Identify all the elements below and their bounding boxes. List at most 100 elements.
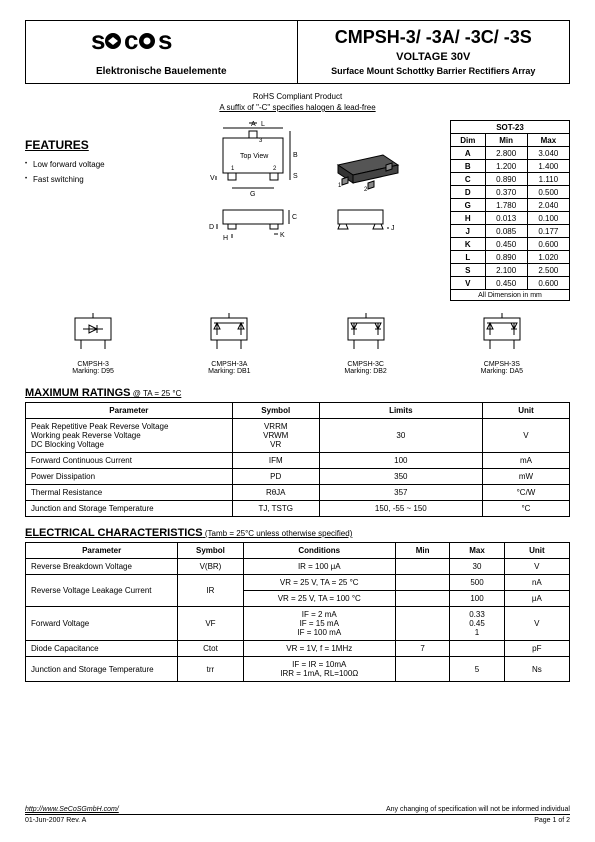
page-footer: http://www.SeCoSGmbH.com/ Any changing o…: [25, 806, 570, 824]
table-cell: nA: [504, 575, 569, 591]
dim-cell: 0.890: [485, 251, 527, 264]
dim-cell: 0.013: [485, 212, 527, 225]
table-cell: VF: [178, 607, 243, 641]
max-ratings-title: MAXIMUM RATINGS @ TA = 25 °C: [25, 387, 570, 399]
dim-cell: H: [451, 212, 486, 225]
svg-text:Top View: Top View: [240, 153, 269, 160]
table-header: Unit: [504, 543, 569, 559]
table-cell: IF = 2 mAIF = 15 mAIF = 100 mA: [243, 607, 395, 641]
table-cell: V: [504, 607, 569, 641]
dim-cell: 0.100: [527, 212, 569, 225]
dim-cell: 2.500: [527, 264, 569, 277]
table-header: Min: [395, 543, 449, 559]
header-logo-box: s c s Elektronische Bauelemente: [25, 20, 298, 84]
table-cell: [395, 607, 449, 641]
table-cell: mA: [482, 453, 569, 469]
elec-char-title-text: ELECTRICAL CHARACTERISTICS: [25, 527, 203, 539]
variant-marking: Marking: DA5: [472, 368, 532, 375]
table-cell: trr: [178, 657, 243, 682]
table-header: Symbol: [232, 403, 319, 419]
dim-cell: 1.020: [527, 251, 569, 264]
variants-row: CMPSH-3 Marking: D95 CMPSH-3A Marking: D…: [25, 313, 570, 375]
table-cell: 500: [450, 575, 504, 591]
svg-text:2: 2: [273, 166, 277, 172]
table-cell: 357: [319, 485, 482, 501]
dim-cell: 1.400: [527, 160, 569, 173]
svg-text:1: 1: [231, 166, 235, 172]
voltage-label: VOLTAGE 30V: [308, 51, 560, 63]
svg-text:G: G: [250, 191, 255, 198]
variant-marking: Marking: DB1: [199, 368, 259, 375]
table-header: Max: [450, 543, 504, 559]
dim-cell: 0.500: [527, 186, 569, 199]
table-cell: 350: [319, 469, 482, 485]
table-header: Conditions: [243, 543, 395, 559]
table-cell: IR: [178, 575, 243, 607]
table-cell: Ns: [504, 657, 569, 682]
table-header: Unit: [482, 403, 569, 419]
table-cell: 150, -55 ~ 150: [319, 501, 482, 517]
table-cell: °C/W: [482, 485, 569, 501]
dim-header: Max: [527, 134, 569, 147]
header: s c s Elektronische Bauelemente CMPSH-3/…: [25, 20, 570, 84]
dim-header: Min: [485, 134, 527, 147]
dim-cell: 0.450: [485, 238, 527, 251]
table-cell: 5: [450, 657, 504, 682]
variant-name: CMPSH-3S: [472, 361, 532, 368]
table-header: Parameter: [26, 543, 178, 559]
table-cell: IR = 100 μA: [243, 559, 395, 575]
elec-char-condition: (Tamb = 25°C unless otherwise specified): [203, 529, 353, 538]
table-cell: Diode Capacitance: [26, 641, 178, 657]
table-cell: Thermal Resistance: [26, 485, 233, 501]
company-subtitle: Elektronische Bauelemente: [36, 66, 287, 77]
mid-section: FEATURES Low forward voltage Fast switch…: [25, 120, 570, 301]
dim-cell: 3.040: [527, 147, 569, 160]
elec-char-table: Parameter Symbol Conditions Min Max Unit…: [25, 542, 570, 682]
table-cell: PD: [232, 469, 319, 485]
svg-text:L: L: [261, 121, 265, 128]
table-header: Symbol: [178, 543, 243, 559]
dim-cell: 2.800: [485, 147, 527, 160]
footer-page: Page 1 of 2: [534, 817, 570, 824]
svg-text:s: s: [91, 27, 106, 55]
max-ratings-table: Parameter Symbol Limits Unit Peak Repeti…: [25, 402, 570, 517]
package-name: SOT-23: [451, 121, 570, 134]
dim-cell: J: [451, 225, 486, 238]
dimension-table: SOT-23 Dim Min Max A2.8003.040B1.2001.40…: [450, 120, 570, 301]
table-cell: [395, 575, 449, 591]
table-cell: VR = 25 V, TA = 100 °C: [243, 591, 395, 607]
table-cell: V: [482, 419, 569, 453]
dim-cell: 0.177: [527, 225, 569, 238]
svg-text:1: 1: [338, 183, 342, 189]
variant: CMPSH-3S Marking: DA5: [472, 313, 532, 375]
variant-name: CMPSH-3: [63, 361, 123, 368]
dim-cell: 0.600: [527, 277, 569, 290]
dim-cell: S: [451, 264, 486, 277]
package-diagram: Top View 1 2 3 A L B S V G: [165, 120, 450, 301]
dim-cell: 0.450: [485, 277, 527, 290]
table-cell: Forward Continuous Current: [26, 453, 233, 469]
table-cell: VR = 1V, f = 1MHz: [243, 641, 395, 657]
dim-cell: K: [451, 238, 486, 251]
variant-marking: Marking: DB2: [336, 368, 396, 375]
table-cell: Reverse Voltage Leakage Current: [26, 575, 178, 607]
feature-item: Low forward voltage: [25, 160, 165, 169]
table-cell: Peak Repetitive Peak Reverse VoltageWork…: [26, 419, 233, 453]
dim-cell: V: [451, 277, 486, 290]
dim-cell: 1.200: [485, 160, 527, 173]
table-cell: mW: [482, 469, 569, 485]
table-cell: RθJA: [232, 485, 319, 501]
dim-cell: G: [451, 199, 486, 212]
svg-text:J: J: [391, 225, 395, 232]
product-subtitle: Surface Mount Schottky Barrier Rectifier…: [308, 66, 560, 76]
dim-cell: 0.600: [527, 238, 569, 251]
dim-cell: 0.085: [485, 225, 527, 238]
svg-text:H: H: [223, 235, 228, 242]
svg-text:S: S: [293, 173, 298, 180]
dim-cell: D: [451, 186, 486, 199]
svg-text:K: K: [280, 232, 285, 239]
dim-cell: 2.040: [527, 199, 569, 212]
footer-disclaimer: Any changing of specification will not b…: [386, 806, 570, 813]
table-cell: 7: [395, 641, 449, 657]
table-cell: TJ, TSTG: [232, 501, 319, 517]
